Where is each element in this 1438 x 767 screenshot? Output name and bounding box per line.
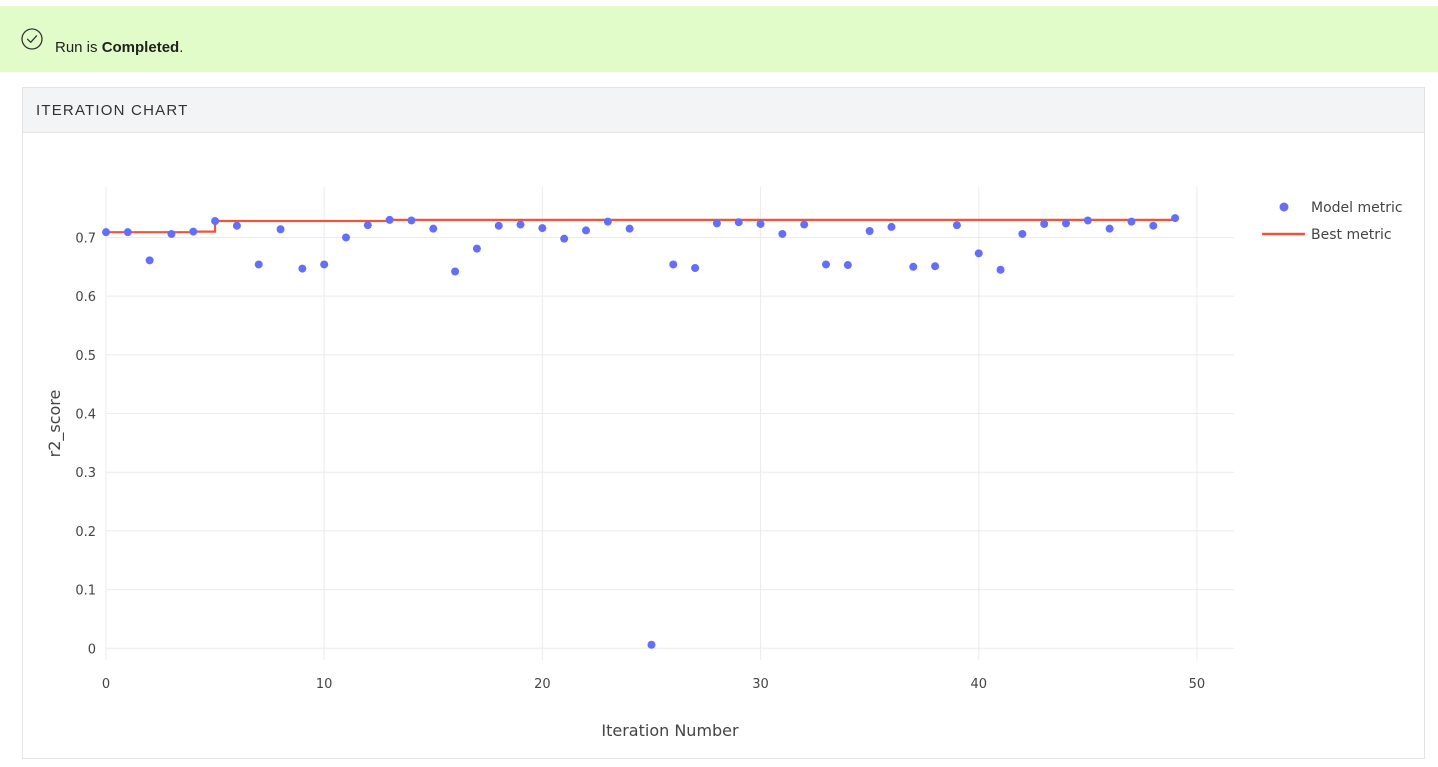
x-tick-label: 40 <box>970 677 987 692</box>
model-metric-point[interactable] <box>712 219 721 228</box>
y-axis-title: r2_score <box>45 390 65 458</box>
model-metric-point[interactable] <box>822 260 830 269</box>
model-metric-point[interactable] <box>734 218 743 227</box>
model-metric-point[interactable] <box>843 261 852 270</box>
model-metric-point[interactable] <box>429 224 438 233</box>
model-metric-point[interactable] <box>952 221 961 230</box>
model-metric-point[interactable] <box>516 220 525 229</box>
model-metric-point[interactable] <box>320 260 329 269</box>
model-metric-point[interactable] <box>756 219 765 228</box>
legend-best-metric-label[interactable]: Best metric <box>1311 227 1392 243</box>
model-metric-point[interactable] <box>189 227 198 236</box>
y-tick-label: 0.2 <box>75 525 96 540</box>
best-metric-line <box>106 218 1177 234</box>
model-metric-point[interactable] <box>560 234 569 243</box>
model-metric-point[interactable] <box>974 249 983 258</box>
model-metric-point[interactable] <box>1040 219 1049 228</box>
model-metric-point[interactable] <box>472 244 481 253</box>
chart-area[interactable]: 0 0.1 0.2 0.3 0.4 0.5 0.6 0.7 0 10 20 30 40 50 Iterati… <box>22 132 1425 758</box>
model-metric-point[interactable] <box>363 221 372 230</box>
x-tick-label: 0 <box>102 677 110 692</box>
model-metric-point[interactable] <box>1171 214 1180 223</box>
model-metric-point[interactable] <box>996 265 1005 274</box>
check-circle-icon <box>21 28 43 50</box>
legend-model-metric-label[interactable]: Model metric <box>1311 200 1403 216</box>
model-metric-point[interactable] <box>931 262 940 271</box>
y-tick-label: 0.6 <box>75 290 96 305</box>
model-metric-point[interactable] <box>1149 221 1158 230</box>
model-metric-point[interactable] <box>909 262 918 271</box>
y-tick-label: 0 <box>88 642 96 657</box>
model-metric-point[interactable] <box>669 260 678 269</box>
model-metric-point[interactable] <box>102 228 110 237</box>
status-state: Completed <box>101 39 180 56</box>
model-metric-point[interactable] <box>1018 229 1027 238</box>
model-metric-point[interactable] <box>298 264 307 273</box>
x-tick-label: 30 <box>752 677 769 692</box>
model-metric-point[interactable] <box>603 217 612 226</box>
model-metric-point[interactable] <box>865 227 874 236</box>
y-tick-label: 0.4 <box>75 408 96 423</box>
panel-title: ITERATION CHART <box>23 88 1424 133</box>
model-metric-point[interactable] <box>647 640 656 649</box>
model-metric-point[interactable] <box>778 229 787 238</box>
model-metric-point[interactable] <box>123 228 132 237</box>
y-tick-label: 0.1 <box>75 584 96 599</box>
model-metric-point[interactable] <box>451 267 460 276</box>
status-suffix: . <box>179 39 184 56</box>
model-metric-point[interactable] <box>1062 219 1070 228</box>
model-metric-point[interactable] <box>1127 217 1136 226</box>
x-tick-label: 10 <box>316 677 333 692</box>
model-metric-point[interactable] <box>887 222 896 231</box>
model-metric-point[interactable] <box>494 221 503 230</box>
model-metric-point[interactable] <box>254 260 263 269</box>
model-metric-point[interactable] <box>538 224 547 233</box>
model-metric-point[interactable] <box>232 221 241 230</box>
model-metric-point[interactable] <box>342 233 350 242</box>
model-metric-point[interactable] <box>1105 224 1114 233</box>
x-tick-label: 20 <box>534 677 551 692</box>
model-metric-point[interactable] <box>145 256 154 265</box>
model-metric-point[interactable] <box>407 216 416 225</box>
status-prefix: Run is <box>55 39 102 56</box>
model-metric-point[interactable] <box>276 225 285 234</box>
iteration-chart-panel: ITERATION CHART <box>22 87 1425 759</box>
x-axis-title: Iteration Number <box>601 721 739 740</box>
y-tick-label: 0.3 <box>75 466 96 481</box>
model-metric-point[interactable] <box>800 220 809 229</box>
model-metric-point[interactable] <box>625 224 634 233</box>
legend-model-metric-marker <box>1279 202 1289 212</box>
status-banner: Run is Completed. <box>0 6 1438 72</box>
x-tick-label: 50 <box>1189 677 1206 692</box>
iteration-chart[interactable]: 0 0.1 0.2 0.3 0.4 0.5 0.6 0.7 0 10 20 30 40 50 Iterati… <box>22 132 1425 758</box>
model-metric-point[interactable] <box>211 217 220 226</box>
model-metric-point[interactable] <box>167 229 176 238</box>
y-tick-label: 0.5 <box>75 349 96 364</box>
model-metric-point[interactable] <box>691 263 700 272</box>
y-tick-label: 0.7 <box>75 231 96 246</box>
model-metric-point[interactable] <box>1083 216 1092 225</box>
model-metric-point[interactable] <box>385 215 394 224</box>
status-message: Run is Completed. <box>55 39 183 56</box>
model-metric-point[interactable] <box>582 226 590 235</box>
